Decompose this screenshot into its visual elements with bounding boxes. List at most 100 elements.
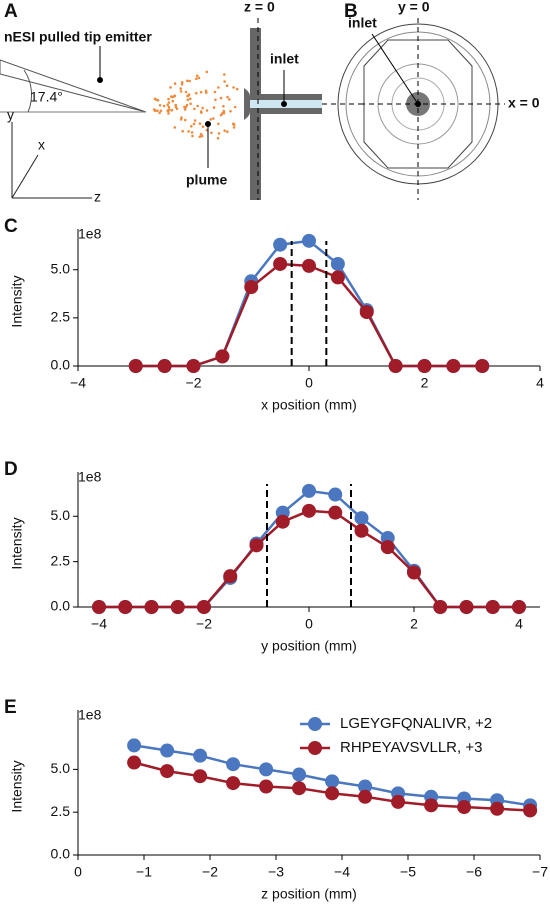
emitter	[0, 59, 147, 113]
marker	[275, 514, 290, 529]
droplet	[184, 118, 187, 122]
droplet	[214, 98, 217, 102]
y-tick-label: 0.0	[51, 846, 71, 862]
x-tick-label: −1	[136, 864, 152, 880]
legend-label: RHPEYAVSVLLR, +3	[340, 739, 482, 756]
droplet	[228, 98, 231, 101]
marker	[223, 569, 238, 584]
droplet	[187, 130, 190, 133]
droplet	[213, 90, 217, 94]
droplet	[169, 86, 172, 89]
droplet	[190, 125, 193, 128]
droplet	[173, 94, 176, 98]
y-tick-label: 5.0	[51, 760, 71, 776]
droplet	[179, 118, 183, 121]
droplet	[226, 95, 229, 99]
y-tick-label: 0.0	[51, 357, 71, 373]
droplet	[153, 97, 157, 101]
marker	[186, 359, 201, 373]
droplet	[235, 87, 239, 91]
tube-wall	[250, 94, 322, 100]
offset-label: 1e8	[78, 226, 102, 242]
marker	[457, 800, 472, 815]
x-tick-label: −4	[334, 864, 350, 880]
droplet	[212, 106, 216, 109]
offset-label: 1e8	[78, 707, 102, 723]
x-axis-label: y position (mm)	[261, 638, 357, 654]
droplet	[219, 96, 223, 100]
x-tick-label: 2	[421, 375, 429, 391]
leader	[371, 33, 419, 105]
marker	[226, 776, 241, 791]
droplet	[198, 122, 202, 125]
droplet	[201, 106, 204, 110]
droplet	[190, 131, 194, 134]
leader-dot	[415, 101, 421, 107]
marker	[485, 600, 500, 614]
marker	[523, 803, 538, 818]
leader-dot	[281, 101, 287, 107]
marker	[391, 794, 406, 809]
marker	[388, 359, 403, 373]
droplet	[223, 129, 226, 132]
marker	[128, 359, 143, 373]
droplet	[181, 129, 184, 133]
droplet	[189, 97, 192, 101]
marker	[273, 237, 288, 252]
x0-label: x = 0	[508, 95, 540, 111]
droplet	[205, 70, 209, 74]
y-tick-label: 5.0	[51, 507, 71, 523]
z0-label: z = 0	[244, 0, 275, 15]
droplet	[184, 106, 188, 109]
axis-arrow	[11, 154, 39, 199]
droplet	[185, 79, 189, 83]
droplet	[233, 105, 237, 109]
droplet	[185, 103, 189, 107]
marker	[490, 801, 505, 816]
droplet	[195, 74, 199, 78]
axis-x-label: x	[38, 137, 45, 153]
marker	[273, 256, 288, 271]
marker	[127, 738, 142, 753]
droplet	[205, 109, 209, 112]
x-tick-label: −4	[91, 616, 107, 632]
droplet	[171, 99, 175, 103]
droplet	[197, 76, 201, 80]
droplet	[173, 82, 177, 85]
x-axis-label: z position (mm)	[261, 886, 357, 902]
y-axis-label: Intensity	[9, 275, 25, 327]
marker	[417, 359, 432, 373]
droplet	[217, 86, 220, 89]
droplet	[210, 131, 213, 135]
inlet-label: inlet	[348, 15, 377, 31]
droplet	[196, 104, 199, 108]
marker	[459, 600, 474, 614]
panel-label: C	[4, 216, 18, 237]
y-tick-label: 0.0	[51, 598, 71, 614]
offset-label: 1e8	[78, 469, 102, 485]
marker	[92, 600, 106, 614]
droplet	[179, 90, 183, 93]
marker	[226, 757, 241, 772]
droplet	[209, 118, 212, 121]
droplet	[167, 105, 171, 109]
droplet	[212, 117, 215, 120]
droplet	[167, 97, 170, 101]
droplet	[229, 110, 232, 113]
droplet	[159, 109, 163, 113]
panel-b: B y = 0 x = 0 inlet	[337, 0, 540, 200]
legend-marker	[308, 741, 322, 755]
legend-marker	[308, 717, 322, 731]
marker	[325, 786, 340, 801]
droplet	[174, 105, 178, 109]
marker	[302, 503, 316, 518]
emitter-label: nESI pulled tip emitter	[4, 29, 152, 45]
droplet	[173, 126, 177, 129]
droplet	[221, 112, 224, 115]
marker	[302, 258, 316, 273]
droplet	[199, 132, 203, 136]
marker	[358, 789, 373, 804]
y-axis-label: Intensity	[9, 760, 25, 812]
marker	[249, 538, 264, 553]
marker	[359, 305, 374, 320]
